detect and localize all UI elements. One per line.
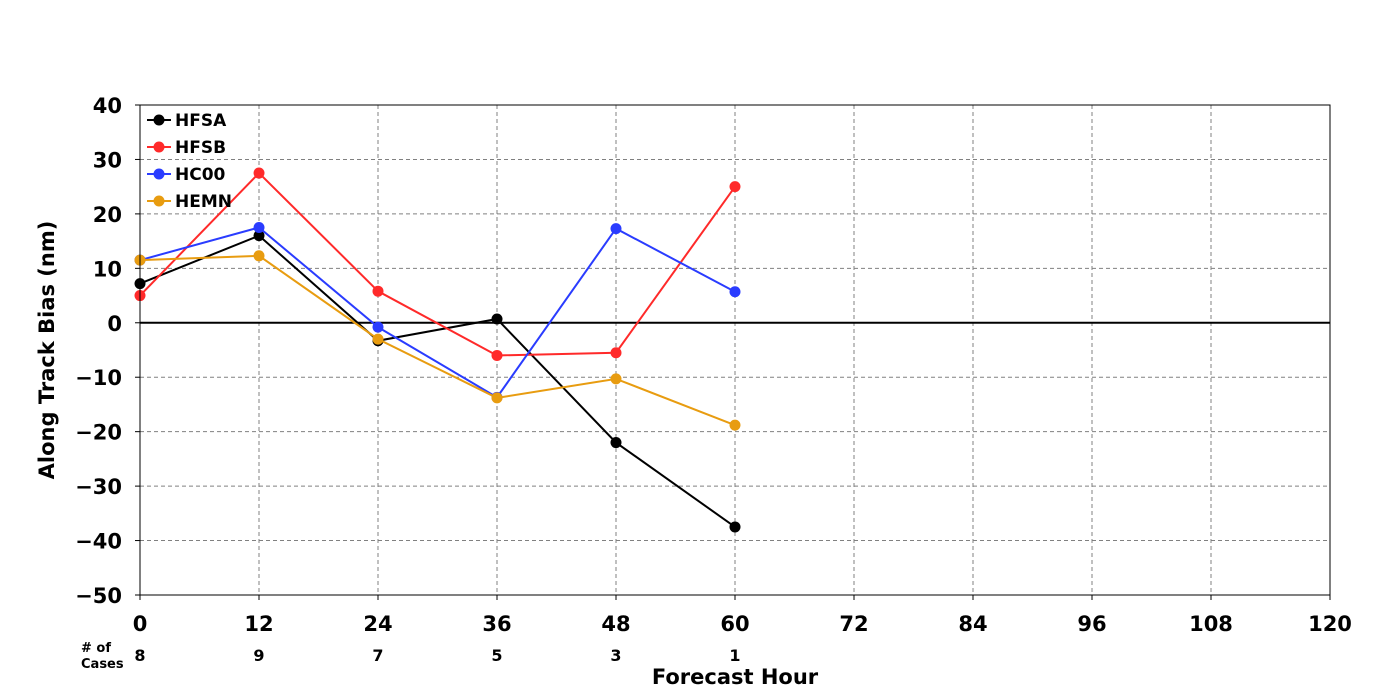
x-tick-label: 60 [720,612,749,636]
x-tick-label: 120 [1308,612,1352,636]
legend-marker [153,114,165,126]
series-line [139,234,736,528]
x-tick-label: 72 [839,612,868,636]
series-hfsa [134,230,741,533]
data-point [491,313,503,325]
y-tick-label: −40 [75,530,122,554]
case-count: 9 [253,646,264,665]
x-tick-labels: 0 12 24 36 48 60 72 84 96 108 120 [133,595,1352,636]
series-hfsb [134,167,741,361]
data-point [610,373,622,385]
cases-label-line1: # of [81,641,111,656]
data-point [372,285,384,297]
data-point [610,223,622,235]
x-tick-label: 48 [601,612,630,636]
legend-label: HFSA [175,111,227,131]
data-point [729,286,741,298]
data-point [491,392,503,404]
data-point [253,167,265,179]
legend-entry: HFSB [147,138,226,158]
legend-label: HFSB [175,138,226,158]
legend-label: HC00 [175,165,226,185]
legend-marker [153,141,165,153]
legend-entry: HFSA [147,111,227,131]
x-tick-label: 108 [1189,612,1233,636]
data-point [372,333,384,345]
data-point [729,419,741,431]
data-point [253,222,265,233]
case-count: 1 [729,646,740,665]
legend: HFSA HFSB HC00 HEMN [147,111,232,212]
legend-entry: HEMN [147,192,232,212]
case-counts: # of Cases 8 9 7 5 3 1 [81,641,741,672]
series-line [139,171,736,357]
case-count: 3 [610,646,621,665]
x-tick-label: 12 [244,612,273,636]
data-point [610,437,622,449]
x-tick-label: 84 [958,612,987,636]
y-tick-label: 30 [93,148,122,172]
data-point [372,321,384,333]
data-point [253,250,265,262]
series-line [139,254,736,427]
series-lines [134,167,741,533]
x-tick-label: 0 [133,612,148,636]
data-point [729,181,741,193]
x-tick-label: 36 [482,612,511,636]
y-tick-label: 20 [93,203,122,227]
case-count: 7 [372,646,383,665]
y-tick-label: −30 [75,475,122,499]
y-tick-labels: 40 30 20 10 0 −10 −20 −30 −40 −50 [75,94,140,608]
series-line [139,226,736,399]
data-point [491,349,503,361]
y-tick-label: 10 [93,257,122,281]
data-point [729,521,741,533]
legend-marker [153,195,165,207]
legend-label: HEMN [175,192,232,212]
y-tick-label: −50 [75,584,122,608]
data-point [610,347,622,359]
case-count: 5 [491,646,502,665]
data-point [253,230,265,242]
x-tick-label: 24 [363,612,392,636]
series-hemn [134,250,741,431]
y-tick-label: 0 [107,312,122,336]
y-axis-title: Along Track Bias (nm) [35,221,59,480]
cases-label-line2: Cases [81,657,124,672]
legend-entry: HC00 [147,165,226,185]
x-tick-label: 96 [1077,612,1106,636]
y-tick-label: 40 [93,94,122,118]
case-count: 8 [134,646,145,665]
legend-marker [153,168,165,180]
y-tick-label: −10 [75,366,122,390]
y-tick-label: −20 [75,421,122,445]
x-axis-title: Forecast Hour [652,665,819,689]
